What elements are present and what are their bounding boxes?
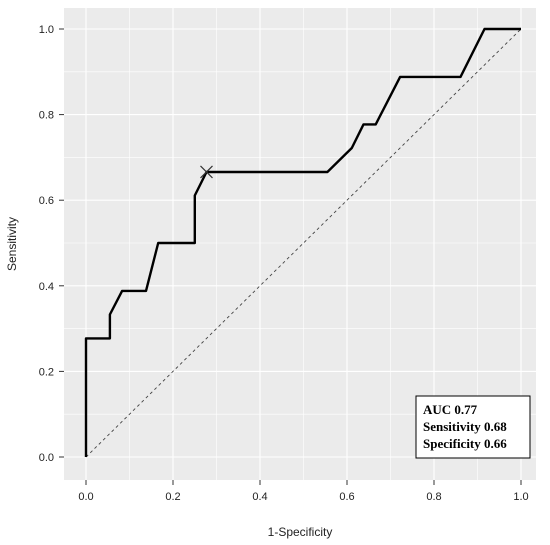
x-tick-label: 0.8 <box>426 491 441 503</box>
x-tick-label: 0.4 <box>252 491 267 503</box>
roc-curve <box>84 27 521 457</box>
y-tick-label: 0.2 <box>39 366 54 378</box>
auc-text: AUC 0.77 <box>423 402 478 417</box>
y-tick-label: 0.0 <box>39 452 54 464</box>
y-tick-label: 1.0 <box>39 24 54 36</box>
y-tick-label: 0.4 <box>39 281 54 293</box>
sensitivity-text: Sensitivity 0.68 <box>423 419 507 434</box>
stats-box-border <box>415 395 531 459</box>
x-tick-label: 1.0 <box>513 491 528 503</box>
x-tick-label: 0.0 <box>78 491 93 503</box>
x-axis-title: 1-Specificity <box>268 525 333 539</box>
y-tick-label: 0.6 <box>39 195 54 207</box>
specificity-text: Specificity 0.66 <box>423 436 507 451</box>
axes: 0.0 0.2 0.4 0.6 0.8 1.0 0.0 0.2 0.4 0.6 0.8 1.0 <box>39 24 529 503</box>
x-tick-label: 0.6 <box>339 491 354 503</box>
x-tick-label: 0.2 <box>165 491 180 503</box>
series-layer <box>84 27 522 458</box>
stats-annotation-box: AUC 0.77 Sensitivity 0.68 Specificity 0.… <box>415 395 531 459</box>
y-tick-label: 0.8 <box>39 110 54 122</box>
cutoff-marker <box>200 165 213 179</box>
y-axis-title: Sensitivity <box>5 217 19 271</box>
